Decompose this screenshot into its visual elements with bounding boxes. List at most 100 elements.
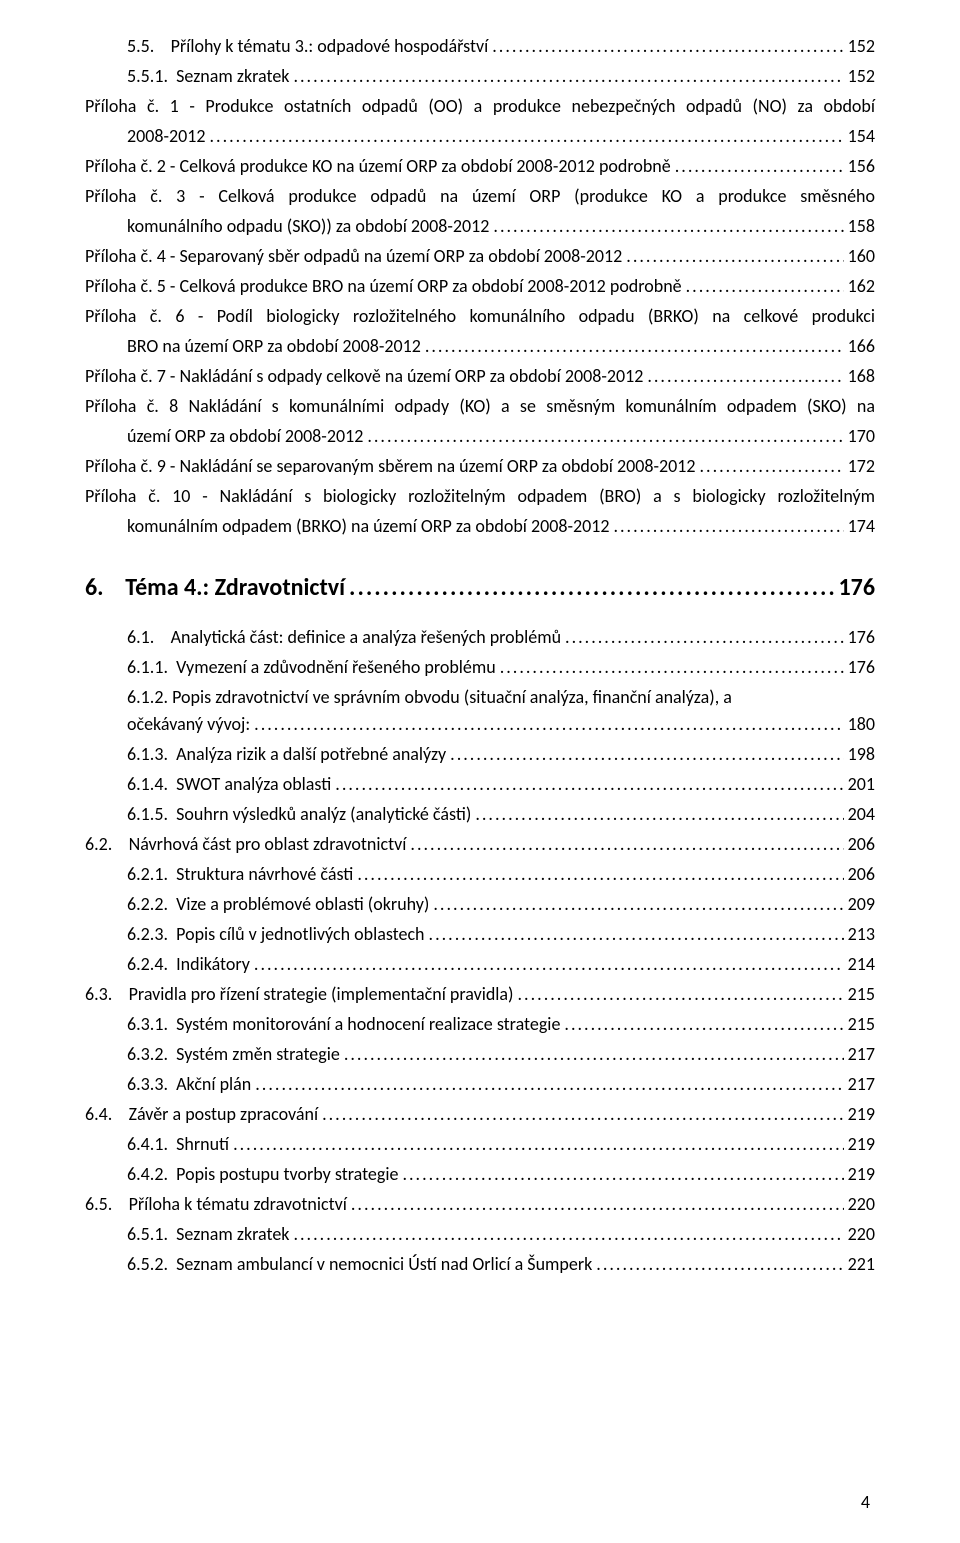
toc-page: 176 (848, 624, 875, 651)
toc-entry: 6.4. Závěr a postup zpracování..........… (85, 1101, 875, 1128)
toc-entry: 6.2. Návrhová část pro oblast zdravotnic… (85, 831, 875, 858)
toc-leader: ........................................… (410, 831, 843, 858)
toc-entry-multiline-last: očekávaný vývoj:........................… (85, 711, 875, 738)
toc-page: 152 (848, 33, 875, 60)
toc-entry: 6.1. Analytická část: definice a analýza… (85, 624, 875, 651)
toc-page: 219 (848, 1131, 875, 1158)
toc-page: 156 (848, 153, 875, 180)
toc-entry: 6.2.3. Popis cílů v jednotlivých oblaste… (85, 921, 875, 948)
toc-entry-multiline-last: komunálního odpadu (SKO)) za období 2008… (85, 213, 875, 240)
toc-page: 198 (848, 741, 875, 768)
toc-label: 6.3.1. Systém monitorování a hodnocení r… (127, 1011, 560, 1038)
toc-entry: Příloha č. 5 - Celková produkce BRO na ú… (85, 273, 875, 300)
toc-entry-multiline-first: Příloha č. 10 - Nakládání s biologicky r… (85, 483, 875, 510)
toc-leader: ........................................… (255, 1071, 843, 1098)
toc-entry: 6.1.5. Souhrn výsledků analýz (analytick… (85, 801, 875, 828)
toc-label: 6.1.4. SWOT analýza oblasti (127, 771, 331, 798)
toc-leader: ........................................… (425, 333, 844, 360)
toc-leader: ........................................… (613, 513, 843, 540)
toc-leader: ........................................… (293, 1221, 843, 1248)
toc-leader: ........................................… (596, 1251, 843, 1278)
toc-entry: Příloha č. 2 - Celková produkce KO na úz… (85, 153, 875, 180)
toc-label: 6.3. Pravidla pro řízení strategie (impl… (85, 981, 514, 1008)
toc-page: 206 (848, 831, 875, 858)
toc-entry-multiline-last: BRO na území ORP za období 2008-2012....… (85, 333, 875, 360)
toc-page: 170 (848, 423, 875, 450)
toc-page: 166 (848, 333, 875, 360)
toc-label: Příloha č. 5 - Celková produkce BRO na ú… (85, 273, 682, 300)
toc-entry-multiline-first: Příloha č. 1 - Produkce ostatních odpadů… (85, 93, 875, 120)
page-number: 4 (861, 1491, 870, 1513)
toc-leader: ........................................… (344, 1041, 844, 1068)
toc-page: 221 (848, 1251, 875, 1278)
toc-leader: ........................................… (500, 654, 844, 681)
toc-leader: ........................................… (475, 801, 843, 828)
toc-entry: 6.4.1. Shrnutí..........................… (85, 1131, 875, 1158)
toc-entry: Příloha č. 4 - Separovaný sběr odpadů na… (85, 243, 875, 270)
toc-leader: ........................................… (433, 891, 843, 918)
toc-page: 215 (848, 981, 875, 1008)
toc-page: 174 (848, 513, 875, 540)
toc-entry-multiline-last: komunálním odpadem (BRKO) na území ORP z… (85, 513, 875, 540)
toc-entry: Příloha č. 7 - Nakládání s odpady celkov… (85, 363, 875, 390)
toc-label: očekávaný vývoj: (127, 711, 250, 738)
toc-leader: ........................................… (349, 570, 834, 606)
toc-label: 6.3.3. Akční plán (127, 1071, 251, 1098)
toc-leader: ........................................… (450, 741, 843, 768)
toc-entry: 6.5.1. Seznam zkratek...................… (85, 1221, 875, 1248)
toc-label: území ORP za období 2008-2012 (127, 423, 363, 450)
toc-label: 6.5.1. Seznam zkratek (127, 1221, 289, 1248)
toc-page: 176 (839, 570, 876, 606)
toc-label: 6.1.5. Souhrn výsledků analýz (analytick… (127, 801, 471, 828)
toc-entry: 6.2.1. Struktura návrhové části.........… (85, 861, 875, 888)
toc-label: 6.4.2. Popis postupu tvorby strategie (127, 1161, 398, 1188)
toc-leader: ........................................… (493, 213, 843, 240)
toc-page: 209 (848, 891, 875, 918)
toc-page: 214 (848, 951, 875, 978)
toc-label: 6.1.1. Vymezení a zdůvodnění řešeného pr… (127, 654, 496, 681)
toc-entry: 6.1.1. Vymezení a zdůvodnění řešeného pr… (85, 654, 875, 681)
toc-page: 152 (848, 63, 875, 90)
toc-leader: ........................................… (357, 861, 843, 888)
toc-page: 162 (848, 273, 875, 300)
toc-page: 220 (848, 1221, 875, 1248)
toc-entry: 6.5.2. Seznam ambulancí v nemocnici Ústí… (85, 1251, 875, 1278)
toc-entry: Příloha č. 9 - Nakládání se separovaným … (85, 453, 875, 480)
toc-entry: 6.4.2. Popis postupu tvorby strategie...… (85, 1161, 875, 1188)
toc-page: 219 (848, 1161, 875, 1188)
toc-page: 180 (848, 711, 875, 738)
toc-page: 217 (848, 1071, 875, 1098)
toc-leader: ........................................… (351, 1191, 844, 1218)
toc-entry-multiline: 6.1.2. Popis zdravotnictví ve správním o… (85, 684, 875, 711)
toc-label: 2008-2012 (127, 123, 206, 150)
toc-page: 168 (848, 363, 875, 390)
toc-leader: ........................................… (402, 1161, 843, 1188)
toc-page: 201 (848, 771, 875, 798)
document-page: 5.5. Přílohy k tématu 3.: odpadové hospo… (0, 0, 960, 1543)
toc-entry: 6.3.3. Akční plán.......................… (85, 1071, 875, 1098)
toc-page: 213 (848, 921, 875, 948)
toc-label: 6.2.1. Struktura návrhové části (127, 861, 353, 888)
toc-entry-multiline-first: Příloha č. 6 - Podíl biologicky rozložit… (85, 303, 875, 330)
toc-page: 176 (848, 654, 875, 681)
toc-leader: ........................................… (367, 423, 843, 450)
toc-leader: ........................................… (626, 243, 843, 270)
toc-leader: ........................................… (254, 711, 843, 738)
toc-page: 220 (848, 1191, 875, 1218)
toc-leader: ........................................… (322, 1101, 844, 1128)
toc-label: Příloha č. 9 - Nakládání se separovaným … (85, 453, 696, 480)
toc-leader: ........................................… (686, 273, 844, 300)
toc-leader: ........................................… (518, 981, 844, 1008)
toc-entry-multiline-first: Příloha č. 8 Nakládání s komunálními odp… (85, 393, 875, 420)
toc-chapter: 6. Téma 4.: Zdravotnictví...............… (85, 570, 875, 606)
toc-leader: ........................................… (700, 453, 844, 480)
toc-entry: 5.5.1. Seznam zkratek...................… (85, 63, 875, 90)
toc-page: 219 (848, 1101, 875, 1128)
toc-label: 5.5. Přílohy k tématu 3.: odpadové hospo… (127, 33, 488, 60)
chapter-number: 6. (85, 570, 125, 606)
toc-entry: 6.3.2. Systém změn strategie............… (85, 1041, 875, 1068)
toc-entry-multiline-first: Příloha č. 3 - Celková produkce odpadů n… (85, 183, 875, 210)
toc-leader: ........................................… (565, 624, 844, 651)
toc-leader: ........................................… (335, 771, 843, 798)
toc-leader: ........................................… (647, 363, 843, 390)
